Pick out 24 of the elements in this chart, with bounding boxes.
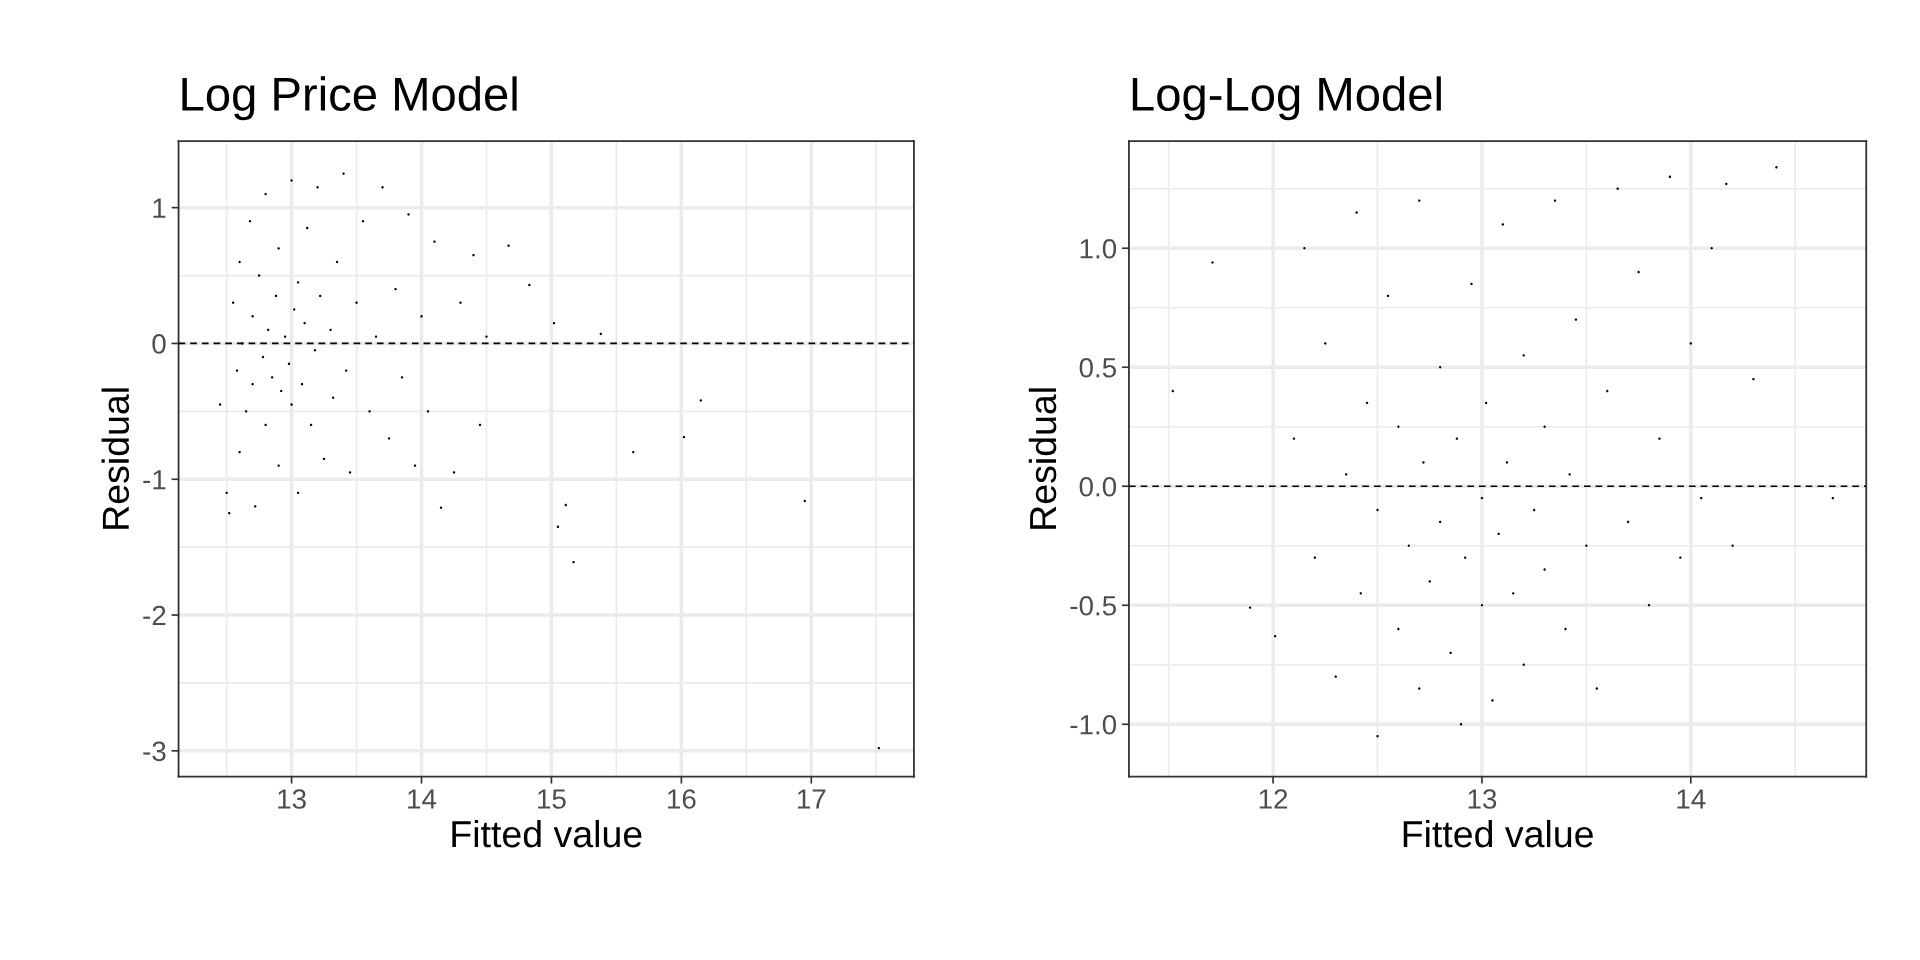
x-axis-title: Fitted value — [452, 819, 642, 848]
y-tick-label: 0.5 — [1079, 357, 1116, 378]
chart-title: Log-Log Model — [1132, 76, 1441, 121]
y-tick-label: -2 — [143, 605, 166, 626]
x-tick-label: 17 — [797, 789, 826, 809]
y-axis-title: Residual — [101, 388, 130, 529]
y-tick-label: 1.0 — [1080, 238, 1117, 259]
x-tick-label: 14 — [408, 789, 437, 809]
y-tick-label: -3 — [143, 741, 166, 762]
y-tick-label: 1 — [153, 198, 166, 218]
x-tick-label: 16 — [668, 789, 696, 809]
y-tick-label: -1.0 — [1070, 714, 1117, 735]
chart-title: Log Price Model — [182, 76, 517, 121]
y-tick-label: -0.5 — [1070, 595, 1116, 616]
y-tick-label: 0.0 — [1079, 476, 1117, 497]
x-axis-title: Fitted value — [1403, 819, 1593, 848]
y-tick-label: 0 — [152, 334, 166, 354]
x-tick-label: 15 — [538, 789, 566, 809]
y-axis-title: Residual — [1028, 388, 1057, 529]
x-tick-label: 14 — [1677, 789, 1706, 809]
x-tick-label: 13 — [1468, 789, 1497, 809]
y-tick-label: -1 — [143, 470, 166, 490]
x-tick-label: 13 — [278, 789, 306, 809]
x-tick-label: 12 — [1259, 789, 1288, 809]
